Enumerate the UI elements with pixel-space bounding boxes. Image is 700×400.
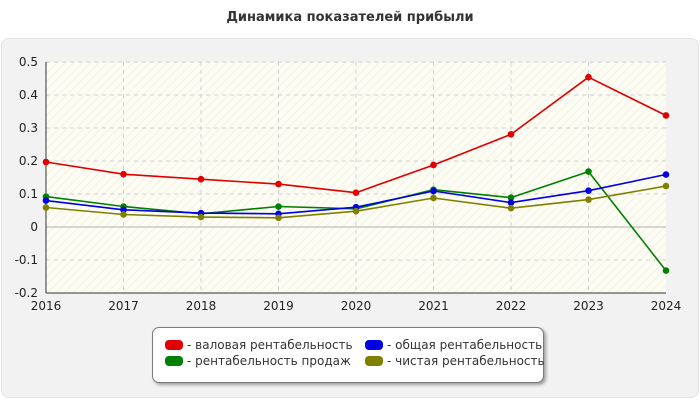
y-tick-label: 0.3 <box>19 121 38 135</box>
legend-swatch-net <box>365 356 383 366</box>
x-tick-label: 2019 <box>263 299 294 313</box>
data-point-sales <box>507 194 515 201</box>
legend-label-total: - общая рентабельность <box>387 338 543 352</box>
legend-label-net: - чистая рентабельность <box>387 354 545 368</box>
data-point-gross <box>197 175 205 183</box>
data-point-gross <box>662 112 670 119</box>
series-lines <box>42 73 670 274</box>
data-point-total <box>430 187 437 195</box>
tick-labels: -0.2 -0.1 0 0.1 0.2 0.3 0.4 0.5 2016 2017 2018 2019… <box>15 55 682 313</box>
y-tick-label: -0.1 <box>15 253 38 267</box>
data-point-net <box>430 194 437 202</box>
data-point-total <box>662 171 670 178</box>
data-point-net <box>352 207 360 215</box>
data-point-net <box>120 211 127 218</box>
axes <box>45 62 666 294</box>
data-point-net <box>197 213 205 221</box>
legend-item-net: - чистая рентабельность <box>365 353 545 369</box>
y-tick-label: 0.2 <box>19 154 38 168</box>
legend-label-sales: - рентабельность продаж <box>187 354 351 368</box>
data-point-gross <box>507 130 515 138</box>
legend-swatch-gross <box>165 340 183 350</box>
data-point-gross <box>42 158 50 166</box>
data-point-total <box>42 197 50 204</box>
legend-item-gross: - валовая рентабельность <box>165 337 353 353</box>
data-point-sales <box>275 203 282 210</box>
x-tick-label: 2024 <box>651 299 682 313</box>
data-point-sales <box>585 168 592 175</box>
y-tick-label: 0.1 <box>19 187 38 201</box>
legend-swatch-total <box>365 340 383 350</box>
x-tick-label: 2021 <box>418 299 449 313</box>
y-tick-label: 0 <box>30 220 38 234</box>
y-tick-label: 0.5 <box>19 55 38 69</box>
y-tick-label: 0.4 <box>19 88 38 102</box>
data-point-net <box>275 214 282 222</box>
data-point-net <box>507 204 515 212</box>
data-point-gross <box>430 161 437 169</box>
data-point-total <box>585 187 592 194</box>
chart-title: Динамика показателей прибыли <box>226 10 474 25</box>
chart-legend: - валовая рентабельность - общая рентабе… <box>152 327 545 383</box>
y-tick-label: -0.2 <box>15 286 38 300</box>
x-tick-label: 2016 <box>31 299 62 313</box>
data-point-total <box>507 199 515 206</box>
data-point-net <box>662 182 670 190</box>
data-point-gross <box>585 73 592 81</box>
x-tick-label: 2020 <box>341 299 372 313</box>
x-tick-label: 2022 <box>496 299 527 313</box>
data-point-sales <box>662 267 670 274</box>
data-point-gross <box>352 189 360 196</box>
data-point-gross <box>120 170 127 178</box>
data-point-gross <box>275 180 282 188</box>
legend-item-total: - общая рентабельность <box>365 337 542 353</box>
data-point-net <box>585 196 592 203</box>
legend-label-gross: - валовая рентабельность <box>187 338 353 352</box>
legend-swatch-sales <box>165 356 183 366</box>
x-tick-label: 2017 <box>108 299 139 313</box>
data-point-total <box>120 206 127 214</box>
legend-item-sales: - рентабельность продаж <box>165 353 351 369</box>
data-point-net <box>42 204 50 211</box>
x-tick-label: 2023 <box>573 299 604 313</box>
x-tick-label: 2018 <box>186 299 217 313</box>
